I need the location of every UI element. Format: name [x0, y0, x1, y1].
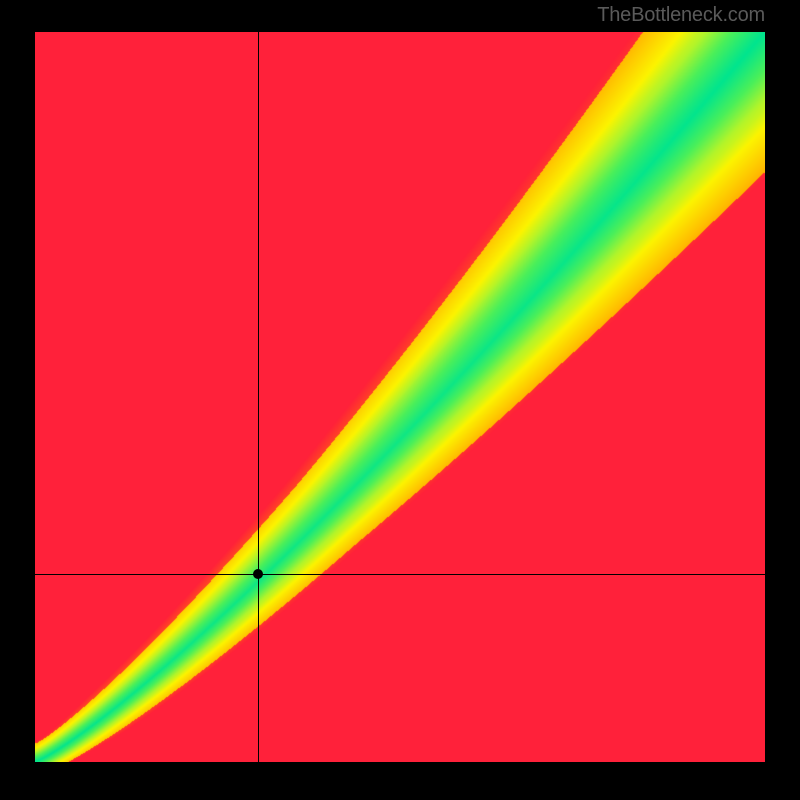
selection-marker — [253, 569, 263, 579]
heatmap-canvas — [35, 32, 765, 762]
crosshair-horizontal — [35, 574, 765, 575]
crosshair-vertical — [258, 32, 259, 762]
bottleneck-heatmap-plot — [35, 32, 765, 762]
watermark-text: TheBottleneck.com — [597, 4, 765, 27]
